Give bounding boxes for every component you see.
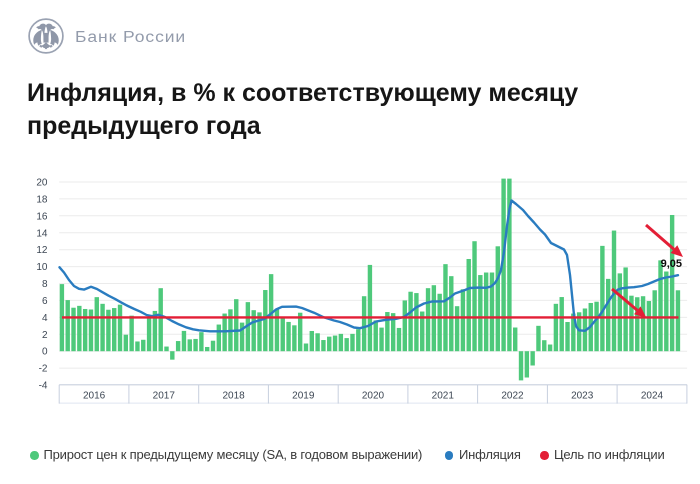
svg-text:-2: -2: [39, 364, 48, 375]
svg-text:9,05: 9,05: [661, 258, 682, 270]
svg-text:2016: 2016: [83, 390, 106, 401]
svg-text:2024: 2024: [641, 390, 664, 401]
svg-text:2018: 2018: [222, 390, 245, 401]
svg-text:4: 4: [42, 313, 48, 324]
svg-text:2020: 2020: [362, 390, 385, 401]
svg-text:8: 8: [42, 279, 48, 290]
svg-text:2022: 2022: [501, 390, 524, 401]
svg-text:2021: 2021: [432, 390, 455, 401]
svg-text:14: 14: [36, 228, 48, 239]
svg-text:2017: 2017: [153, 390, 176, 401]
svg-text:0: 0: [42, 347, 48, 358]
svg-text:20: 20: [36, 178, 48, 189]
svg-text:-4: -4: [39, 381, 48, 392]
svg-text:2: 2: [42, 330, 48, 341]
svg-text:10: 10: [36, 262, 48, 273]
svg-text:2023: 2023: [571, 390, 594, 401]
svg-text:12: 12: [36, 245, 48, 256]
svg-text:18: 18: [36, 194, 48, 205]
svg-text:2019: 2019: [292, 390, 315, 401]
svg-text:16: 16: [36, 211, 48, 222]
svg-text:6: 6: [42, 296, 48, 307]
